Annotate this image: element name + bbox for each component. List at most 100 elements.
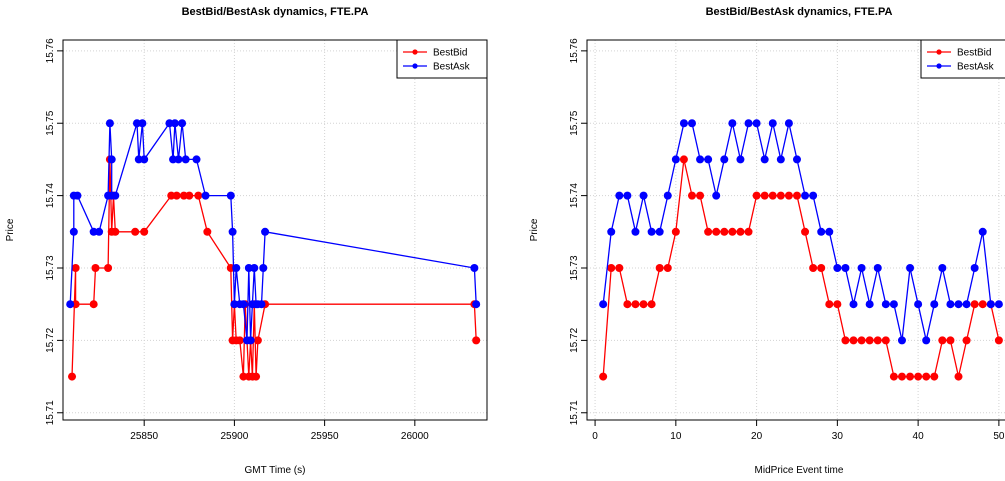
chart-2-bestask-point-43 — [946, 300, 955, 309]
chart-1-bestbid-point-0 — [68, 372, 77, 381]
chart-2-bestbid-point-30 — [841, 336, 850, 345]
chart-2-bestask-point-46 — [970, 264, 979, 272]
chart-2-bestbid-point-19 — [752, 191, 761, 200]
chart-2-bestbid-point-34 — [873, 336, 882, 345]
chart-2-legend-label-bestbid: BestBid — [957, 48, 991, 59]
chart-2-bestbid-point-1 — [607, 264, 616, 272]
chart-2-legend-box — [920, 39, 1005, 79]
chart-2-bestbid-point-11 — [687, 191, 696, 200]
chart-1-bestbid-point-30 — [253, 336, 262, 345]
chart-2-bestbid-point-16 — [728, 227, 737, 236]
chart-2-bestbid-point-39 — [914, 372, 923, 381]
chart-1-ytick-label-0: 15.71 — [45, 400, 56, 425]
chart-1-bestask-point-31 — [246, 336, 255, 345]
chart-1-bestbid-point-22 — [235, 336, 244, 345]
chart-2-bestask-point-5 — [639, 191, 648, 200]
chart-1-legend-marker-bestbid — [412, 49, 418, 55]
chart-1-xtick-label-3: 26000 — [401, 431, 429, 442]
chart-2-bestask-point-45 — [962, 300, 971, 309]
chart-1-bestask-point-40 — [472, 300, 481, 309]
chart-2-bestbid-point-7 — [655, 264, 664, 272]
chart-1-bestask-point-26 — [232, 264, 241, 272]
chart-2-bestbid-point-29 — [833, 300, 842, 309]
chart-1-xtick-label-2: 25950 — [311, 431, 339, 442]
chart-1-bestbid-point-9 — [111, 227, 120, 236]
chart-2-bestbid-point-35 — [881, 336, 890, 345]
chart-1-bestask-point-23 — [226, 191, 235, 200]
chart-2-title: BestBid/BestAsk dynamics, FTE.PA — [706, 6, 893, 18]
chart-2-bestbid-point-28 — [825, 300, 834, 309]
chart-2-bestbid-point-13 — [704, 227, 713, 236]
chart-2-bestask-point-13 — [704, 155, 713, 164]
chart-2-bestbid-point-20 — [760, 191, 769, 200]
chart-2-bestask-point-6 — [647, 227, 656, 236]
chart-2-bestbid-point-49 — [994, 336, 1003, 345]
chart-2-bestask-point-24 — [792, 155, 801, 164]
chart-2-bestbid-point-9 — [671, 227, 680, 236]
chart-1-ytick-label-4: 15.75 — [45, 110, 56, 135]
chart-1-legend-label-bestbid: BestBid — [433, 48, 467, 59]
chart-2-ytick-label-4: 15.75 — [569, 110, 580, 135]
chart-1-bestask-point-7 — [105, 119, 114, 128]
chart-2-bestask-point-41 — [930, 300, 939, 309]
chart-1-bestask-point-1 — [69, 227, 78, 236]
chart-1-bestbid-point-3 — [89, 300, 98, 309]
chart-1-bestbid-point-10 — [131, 227, 140, 236]
chart-2-bestask-point-25 — [801, 191, 810, 200]
chart-2-plot-frame — [586, 39, 1005, 421]
chart-2-bestask-point-0 — [599, 300, 608, 309]
chart-2-bestask-point-44 — [954, 300, 963, 309]
chart-2-bestask-point-19 — [752, 119, 761, 128]
chart-2-xtick-label-5: 50 — [993, 431, 1005, 442]
chart-2-bestask-point-48 — [986, 300, 995, 309]
chart-1-bestbid-point-29 — [252, 372, 261, 381]
chart-1-bestask-point-3 — [73, 191, 82, 200]
chart-1-bestask-point-33 — [250, 264, 259, 272]
chart-1-bestask-point-10 — [111, 191, 120, 200]
chart-2-ytick-label-1: 15.72 — [569, 327, 580, 352]
chart-2-bestbid-point-40 — [922, 372, 931, 381]
chart-2-bestbid-point-17 — [736, 227, 745, 236]
chart-2-bestask-point-39 — [914, 300, 923, 309]
chart-2-bestask-point-31 — [849, 300, 858, 309]
chart-2-bestbid-point-18 — [744, 227, 753, 236]
chart-2-bestask-point-47 — [978, 227, 987, 236]
chart-2-bestask-line — [602, 122, 999, 341]
chart-2-ylabel: Price — [529, 218, 540, 241]
chart-2-bestask-point-22 — [776, 155, 785, 164]
chart-1-bestask-point-22 — [201, 191, 210, 200]
chart-1-bestask-point-36 — [257, 300, 266, 309]
chart-2-bestbid-point-5 — [639, 300, 648, 309]
chart-1-plot-frame — [62, 39, 488, 421]
chart-2-bestbid-point-22 — [776, 191, 785, 200]
chart-1-ytick-label-5: 15.76 — [45, 38, 56, 63]
chart-2-bestask-point-4 — [631, 227, 640, 236]
chart-1-xtick-label-0: 25850 — [130, 431, 158, 442]
chart-1-bestbid-point-16 — [194, 191, 203, 200]
chart-2-legend-marker-bestask — [936, 63, 942, 69]
chart-1-bestask-point-37 — [259, 264, 268, 272]
chart-2-bestbid-point-38 — [906, 372, 915, 381]
chart-1-bestask-point-14 — [140, 155, 149, 164]
chart-2-bestbid-point-41 — [930, 372, 939, 381]
chart-2-xtick-label-3: 30 — [832, 431, 844, 442]
chart-2-series-bestask — [599, 119, 1003, 345]
chart-2-bestbid-point-23 — [784, 191, 793, 200]
chart-1-ytick-label-2: 15.73 — [45, 255, 56, 280]
chart-2-bestask-point-36 — [889, 300, 898, 309]
chart-1-bestask-point-24 — [228, 227, 237, 236]
chart-1-bestbid-point-15 — [185, 191, 194, 200]
chart-1-bestbid-point-4 — [91, 264, 100, 272]
chart-2-bestask-point-28 — [825, 227, 834, 236]
chart-2-bestbid-point-33 — [865, 336, 874, 345]
chart-1-legend-box — [396, 39, 488, 79]
chart-1-bestask-point-39 — [470, 264, 479, 272]
chart-2-bestbid-point-46 — [970, 300, 979, 309]
chart-2-series-bestbid — [599, 155, 1003, 381]
chart-2-bestask-point-27 — [817, 227, 826, 236]
chart-1-bestask-point-0 — [66, 300, 75, 309]
chart-2-bestask-point-2 — [615, 191, 624, 200]
chart-2: BestBid/BestAsk dynamics, FTE.PA 0 10 20 30 4… — [529, 6, 1005, 476]
chart-2-bestask-point-17 — [736, 155, 745, 164]
chart-2-xtick-label-2: 20 — [751, 431, 763, 442]
